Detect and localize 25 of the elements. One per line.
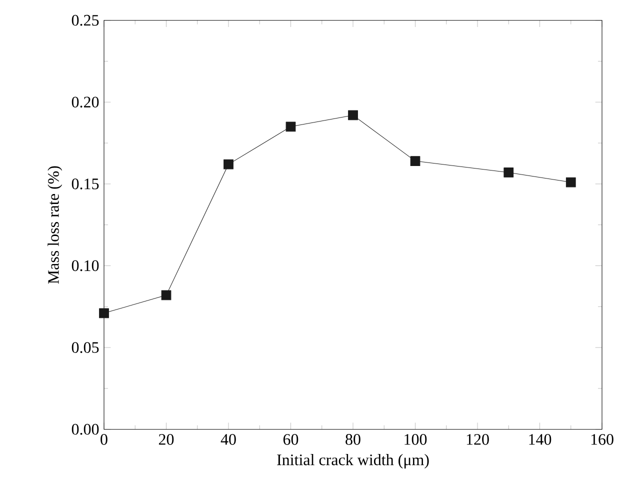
x-axis-title: Initial crack width (μm) xyxy=(277,454,429,469)
x-tick-label: 20 xyxy=(158,434,174,445)
y-tick-label: 0.05 xyxy=(72,342,99,353)
x-tick-label: 80 xyxy=(346,434,360,445)
point xyxy=(504,168,514,178)
x-tick-label: 100 xyxy=(404,434,427,445)
x-tick-label: 40 xyxy=(220,434,236,445)
y-tick-label: 0.10 xyxy=(72,260,99,272)
y-tick-label: 0.20 xyxy=(72,96,99,108)
x-tick-label: 60 xyxy=(283,434,298,445)
y-tick-label: 0.00 xyxy=(72,424,99,435)
y-axis-title: Mass loss rate (%) xyxy=(48,166,62,284)
x-tick-label: 0 xyxy=(100,434,108,445)
point xyxy=(224,159,234,170)
y-tick-label: 0.25 xyxy=(72,14,99,26)
x-tick-label: 120 xyxy=(466,434,489,445)
point xyxy=(286,122,296,132)
point xyxy=(348,110,358,120)
point xyxy=(566,177,576,188)
y-tick-label: 0.15 xyxy=(72,178,99,190)
x-tick-label: 160 xyxy=(591,434,614,445)
point xyxy=(410,156,420,166)
x-tick-label: 140 xyxy=(529,434,552,445)
point xyxy=(99,308,109,318)
point xyxy=(161,290,172,300)
